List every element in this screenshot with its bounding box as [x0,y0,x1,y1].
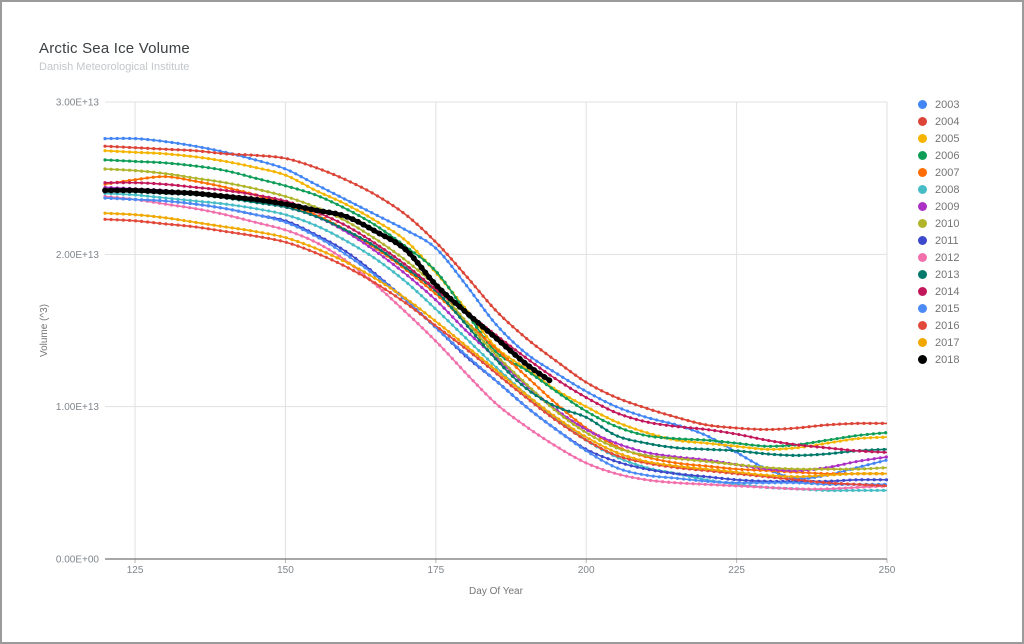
legend-dot-2004 [918,117,927,126]
legend-label: 2015 [935,302,960,315]
legend-dot-2012 [918,253,927,262]
series-2004 [103,144,889,432]
y-tick-label: 3.00E+13 [56,98,100,109]
legend-dot-2015 [918,304,927,313]
legend-item-2011[interactable]: 2011 [918,232,959,249]
legend-item-2013[interactable]: 2013 [918,266,959,283]
x-tick-label: 175 [428,565,445,576]
series-2016 [103,217,889,488]
series-2006 [103,158,889,448]
x-axis-title: Day Of Year [469,586,524,597]
legend-dot-2013 [918,270,927,279]
chart-legend: 2003 2004 2005 2006 2007 2008 2009 2010 2011 2012… [918,96,959,368]
legend-dot-2007 [918,168,927,177]
legend-dot-2009 [918,202,927,211]
legend-dot-2017 [918,338,927,347]
series-2005-line [104,149,888,451]
series-2014-points [103,181,889,454]
x-tick-label: 150 [277,565,294,576]
legend-item-2003[interactable]: 2003 [918,96,959,113]
x-tick-label: 250 [879,565,896,576]
legend-dot-2008 [918,185,927,194]
legend-dot-2006 [918,151,927,160]
legend-item-2007[interactable]: 2007 [918,164,959,181]
legend-item-2017[interactable]: 2017 [918,334,959,351]
series-2017 [103,211,889,479]
x-tick-label: 225 [728,565,745,576]
y-tick-label: 0.00E+00 [56,555,100,566]
legend-label: 2006 [935,149,960,162]
series-2004-line [104,145,888,431]
legend-item-2004[interactable]: 2004 [918,113,959,130]
legend-label: 2008 [935,183,960,196]
legend-label: 2012 [935,251,960,264]
legend-item-2018[interactable]: 2018 [918,351,959,368]
series-2005 [103,149,889,451]
legend-label: 2013 [935,268,960,281]
legend-item-2010[interactable]: 2010 [918,215,959,232]
legend-label: 2018 [935,353,960,366]
series-2007 [103,174,889,476]
x-tick-label: 125 [127,565,144,576]
legend-item-2008[interactable]: 2008 [918,181,959,198]
legend-label: 2011 [935,234,959,247]
series-2017-points [103,211,889,479]
legend-item-2005[interactable]: 2005 [918,130,959,147]
legend-item-2012[interactable]: 2012 [918,249,959,266]
series-2010-points [103,167,889,471]
legend-dot-2018 [918,355,927,364]
series-2003-points [103,136,889,481]
series-2009-points [103,185,889,473]
x-tick-label: 200 [578,565,595,576]
legend-label: 2009 [935,200,960,213]
y-axis-title: Volume (^3) [39,304,50,357]
series-2015 [103,196,889,487]
series-2017-line [104,212,888,478]
legend-label: 2010 [935,217,960,230]
chart-title: Arctic Sea Ice Volume [39,40,190,57]
legend-label: 2003 [935,98,960,111]
legend-item-2006[interactable]: 2006 [918,147,959,164]
series-2012-line [104,195,888,490]
legend-item-2016[interactable]: 2016 [918,317,959,334]
legend-item-2014[interactable]: 2014 [918,283,959,300]
legend-item-2009[interactable]: 2009 [918,198,959,215]
legend-label: 2005 [935,132,960,145]
legend-dot-2016 [918,321,927,330]
series-2007-line [104,175,887,475]
series-2014-line [104,181,888,454]
series-2004-points [103,144,889,432]
series-2009 [103,185,889,473]
series-2014 [103,181,889,454]
chart-subtitle: Danish Meteorological Institute [39,61,190,73]
series-2015-points [103,196,889,487]
series-2012 [103,194,889,491]
y-tick-label: 1.00E+13 [56,402,100,413]
y-tick-label: 2.00E+13 [56,250,100,261]
series-2009-line [104,186,888,472]
legend-label: 2004 [935,115,960,128]
legend-label: 2017 [935,336,960,349]
legend-dot-2011 [918,236,927,245]
legend-dot-2003 [918,100,927,109]
legend-label: 2007 [935,166,960,179]
series-2006-points [103,158,889,448]
series-2018-points [102,187,553,384]
series-2011-points [103,196,889,484]
legend-label: 2014 [935,285,960,298]
series-2016-points [103,217,889,488]
series-2008-points [103,191,889,493]
series-2010 [103,167,889,471]
series-2018 [102,187,553,384]
legend-dot-2014 [918,287,927,296]
legend-dot-2005 [918,134,927,143]
legend-dot-2010 [918,219,927,228]
legend-item-2015[interactable]: 2015 [918,300,959,317]
legend-label: 2016 [935,319,960,332]
